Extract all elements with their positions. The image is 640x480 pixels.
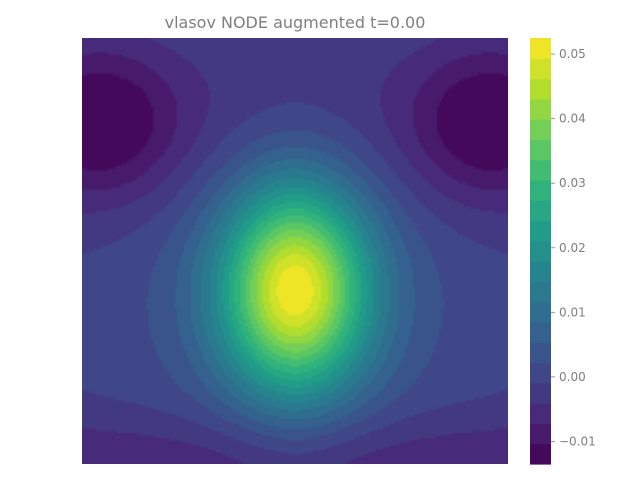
colorbar-band bbox=[530, 281, 551, 303]
colorbar-band bbox=[530, 261, 551, 283]
colorbar-band bbox=[530, 220, 551, 242]
colorbar-tick-label: 0.02 bbox=[559, 241, 586, 255]
colorbar-band bbox=[530, 78, 551, 100]
colorbar-tick-label: 0.01 bbox=[559, 305, 586, 319]
colorbar-band bbox=[530, 139, 551, 161]
colorbar-tick-label: 0.00 bbox=[559, 370, 586, 384]
colorbar-band bbox=[530, 200, 551, 222]
colorbar-ticks: −0.01 0.00 0.01 0.02 0.03 0.04 0.05 bbox=[551, 47, 596, 448]
colorbar-tick-label: 0.03 bbox=[559, 176, 586, 190]
colorbar-tick-label: 0.05 bbox=[559, 47, 586, 61]
colorbar-band bbox=[530, 443, 551, 465]
colorbar-band bbox=[530, 180, 551, 201]
colorbar-tick-label: 0.04 bbox=[559, 112, 586, 126]
colorbar-tick-label: −0.01 bbox=[559, 434, 596, 448]
colorbar-band bbox=[530, 119, 551, 141]
colorbar-band bbox=[530, 403, 551, 425]
colorbar-band bbox=[530, 382, 551, 404]
colorbar bbox=[530, 38, 551, 465]
colorbar-band bbox=[530, 342, 551, 364]
colorbar-band bbox=[530, 38, 551, 59]
heatmap-plot-area bbox=[82, 38, 508, 464]
chart-title: vlasov NODE augmented t=0.00 bbox=[165, 13, 426, 32]
colorbar-band bbox=[530, 362, 551, 384]
colorbar-band bbox=[530, 423, 551, 445]
colorbar-band bbox=[530, 322, 551, 343]
colorbar-band bbox=[530, 240, 551, 262]
colorbar-band bbox=[530, 98, 551, 120]
colorbar-band bbox=[530, 58, 551, 80]
heatmap-image bbox=[82, 38, 508, 464]
colorbar-band bbox=[530, 301, 551, 323]
colorbar-band bbox=[530, 159, 551, 181]
